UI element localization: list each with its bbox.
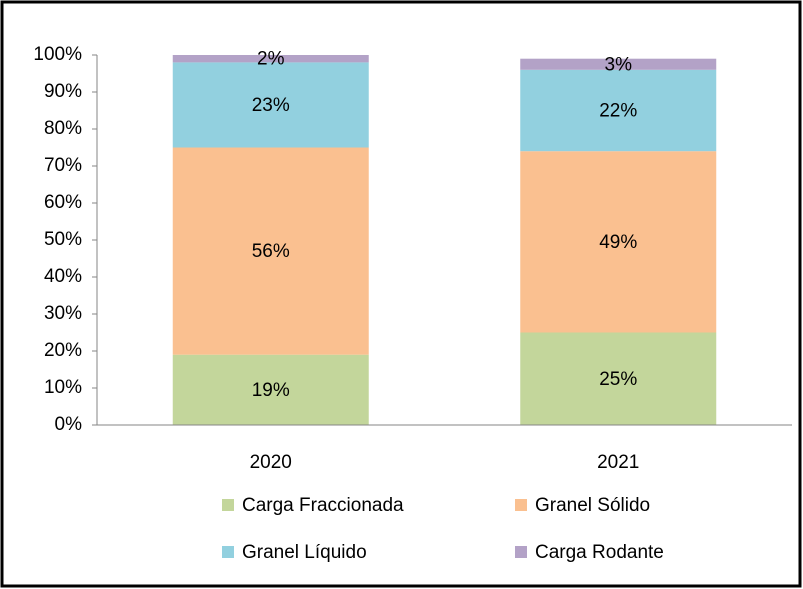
y-tick-label: 50% [44,229,82,250]
legend-swatch [515,499,527,511]
bar-segment [172,147,369,355]
bar-segment [520,151,717,333]
bar-segment [172,354,369,425]
y-tick-label: 60% [44,192,82,213]
legend-label: Carga Fraccionada [242,495,404,516]
y-tick-label: 70% [44,155,82,176]
y-tick-label: 10% [44,377,82,398]
y-tick-label: 30% [44,303,82,324]
y-tick-label: 40% [44,266,82,287]
legend-label: Granel Líquido [242,542,367,563]
legend-swatch [222,546,234,558]
data-label: 2% [257,49,285,70]
y-tick-label: 20% [44,340,82,361]
y-tick-label: 90% [44,81,82,102]
legend-label: Carga Rodante [535,542,664,563]
data-label: 56% [252,241,290,262]
legend-swatch [515,546,527,558]
bar-segment [172,62,369,148]
y-tick-label: 100% [33,44,82,65]
legend-label: Granel Sólido [535,495,650,516]
y-tick-label: 80% [44,118,82,139]
legend-swatch [222,499,234,511]
bar-segment [172,55,369,63]
data-label: 3% [605,54,633,75]
x-tick-label: 2020 [250,452,292,473]
bar-segment [520,332,717,425]
data-label: 49% [599,232,637,253]
data-label: 22% [599,101,637,122]
data-label: 23% [252,95,290,116]
data-label: 19% [252,380,290,401]
data-label: 25% [599,369,637,390]
x-tick-label: 2021 [597,452,639,473]
bar-segment [520,58,717,70]
bar-segment [520,69,717,152]
y-tick-label: 0% [55,414,83,435]
